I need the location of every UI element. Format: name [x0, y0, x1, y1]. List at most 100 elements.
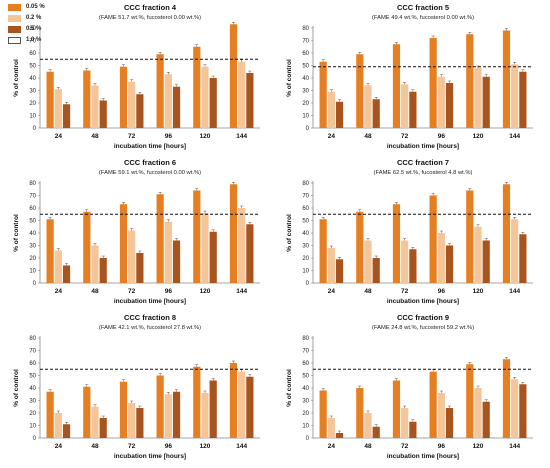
bar-0.2-48h — [364, 240, 372, 283]
x-tick-label: 72 — [401, 288, 409, 295]
bar-0.2-120h — [474, 68, 482, 128]
bar-0.2-144h — [238, 371, 246, 438]
y-tick-label: 0 — [33, 126, 37, 132]
bar-0.05-24h — [46, 219, 54, 283]
legend-label-1.0: 1.0 % — [26, 37, 42, 43]
y-tick-label: 80 — [29, 181, 36, 187]
x-tick-label: 96 — [438, 133, 446, 140]
bar-0.5-120h — [482, 240, 490, 283]
x-tick-label: 24 — [328, 288, 336, 295]
bar-0.05-144h — [229, 363, 238, 438]
y-tick-label: 10 — [29, 269, 36, 275]
bar-0.05-120h — [466, 34, 474, 128]
bar-0.05-120h — [193, 46, 201, 128]
y-tick-label: 50 — [302, 64, 309, 70]
y-tick-label: 20 — [29, 411, 36, 417]
bar-0.2-120h — [474, 226, 482, 283]
y-tick-label: 10 — [29, 114, 36, 120]
bar-0.2-24h — [327, 91, 335, 128]
bar-0.5-96h — [172, 86, 181, 128]
bar-0.05-48h — [356, 54, 364, 128]
bar-0.05-24h — [46, 391, 54, 438]
bar-0.2-24h — [327, 418, 335, 438]
y-tick-label: 30 — [302, 399, 309, 405]
bar-0.2-144h — [511, 379, 519, 438]
bar-0.2-24h — [327, 248, 335, 283]
bar-0.05-144h — [502, 30, 511, 128]
y-tick-label: 80 — [302, 181, 309, 187]
bar-0.2-48h — [91, 85, 99, 128]
bar-0.05-24h — [319, 61, 327, 128]
y-tick-label: 40 — [29, 231, 36, 237]
bar-0.05-48h — [83, 70, 91, 128]
bar-0.2-120h — [201, 393, 209, 438]
y-tick-label: 80 — [29, 26, 36, 32]
legend-swatch-0.2 — [8, 14, 21, 22]
bar-0.05-24h — [319, 219, 327, 283]
bar-0.5-144h — [246, 224, 254, 283]
bar-0.2-24h — [54, 89, 62, 128]
y-tick-label: 50 — [29, 64, 36, 70]
chart-panel-fraction-7: CCC fraction 7 (FAME 62.5 wt.%, fucostero… — [286, 158, 533, 305]
bar-0.5-72h — [136, 253, 144, 283]
bar-0.5-144h — [519, 234, 527, 283]
y-tick-label: 60 — [302, 51, 309, 57]
bar-0.05-96h — [429, 371, 437, 438]
bar-0.2-96h — [164, 221, 172, 283]
y-tick-label: 30 — [302, 244, 309, 250]
bar-0.05-96h — [429, 195, 437, 283]
y-tick-label: 80 — [302, 336, 309, 342]
bar-0.5-144h — [246, 73, 254, 128]
bar-0.5-72h — [409, 91, 417, 128]
bar-0.5-48h — [372, 99, 380, 128]
y-axis-label: % of control — [286, 59, 293, 97]
y-tick-label: 60 — [29, 51, 36, 57]
x-tick-label: 48 — [91, 443, 99, 450]
x-tick-label: 144 — [236, 443, 247, 450]
x-tick-label: 72 — [128, 133, 136, 140]
bar-0.05-24h — [46, 71, 54, 128]
chart-title: CCC fraction 5 — [397, 3, 449, 12]
bar-0.05-120h — [193, 366, 201, 438]
y-tick-label: 30 — [302, 89, 309, 95]
y-tick-label: 60 — [302, 361, 309, 367]
bar-0.05-24h — [319, 390, 327, 438]
legend-swatch-0.5 — [8, 25, 21, 33]
x-tick-label: 120 — [200, 133, 211, 140]
y-tick-label: 10 — [302, 269, 309, 275]
x-tick-label: 24 — [55, 288, 63, 295]
chart-title: CCC fraction 4 — [124, 3, 177, 12]
bar-0.2-96h — [437, 233, 445, 283]
y-tick-label: 70 — [302, 349, 309, 355]
bar-0.5-72h — [136, 408, 144, 438]
y-tick-label: 70 — [29, 194, 36, 200]
y-tick-label: 70 — [302, 39, 309, 45]
x-axis-label: incubation time [hours] — [114, 453, 186, 460]
y-tick-label: 60 — [29, 361, 36, 367]
x-axis-label: incubation time [hours] — [114, 143, 186, 150]
bar-0.5-24h — [62, 424, 71, 438]
bar-0.5-24h — [62, 265, 71, 283]
bar-0.05-96h — [429, 38, 437, 128]
bar-0.05-144h — [229, 24, 238, 128]
bar-0.2-144h — [238, 208, 246, 283]
chart-panel-fraction-4: CCC fraction 4 (FAME 51.7 wt.%, fucostero… — [13, 3, 260, 150]
bar-0.05-72h — [119, 381, 128, 438]
y-tick-label: 70 — [302, 194, 309, 200]
x-tick-label: 72 — [128, 443, 136, 450]
legend-item-0.5: 0.5 % — [8, 24, 41, 34]
bar-0.2-72h — [128, 81, 136, 128]
bar-0.5-96h — [445, 245, 454, 283]
bar-0.05-72h — [392, 44, 401, 128]
y-tick-label: 40 — [302, 386, 309, 392]
bar-0.5-24h — [335, 259, 344, 283]
x-tick-label: 24 — [328, 443, 336, 450]
x-tick-label: 144 — [509, 443, 520, 450]
y-tick-label: 0 — [306, 281, 310, 287]
chart-title: CCC fraction 7 — [397, 158, 449, 167]
bar-0.05-48h — [83, 211, 91, 283]
bar-0.2-72h — [128, 403, 136, 438]
bar-0.2-120h — [201, 213, 209, 283]
x-tick-label: 144 — [509, 288, 520, 295]
y-tick-label: 50 — [29, 374, 36, 380]
